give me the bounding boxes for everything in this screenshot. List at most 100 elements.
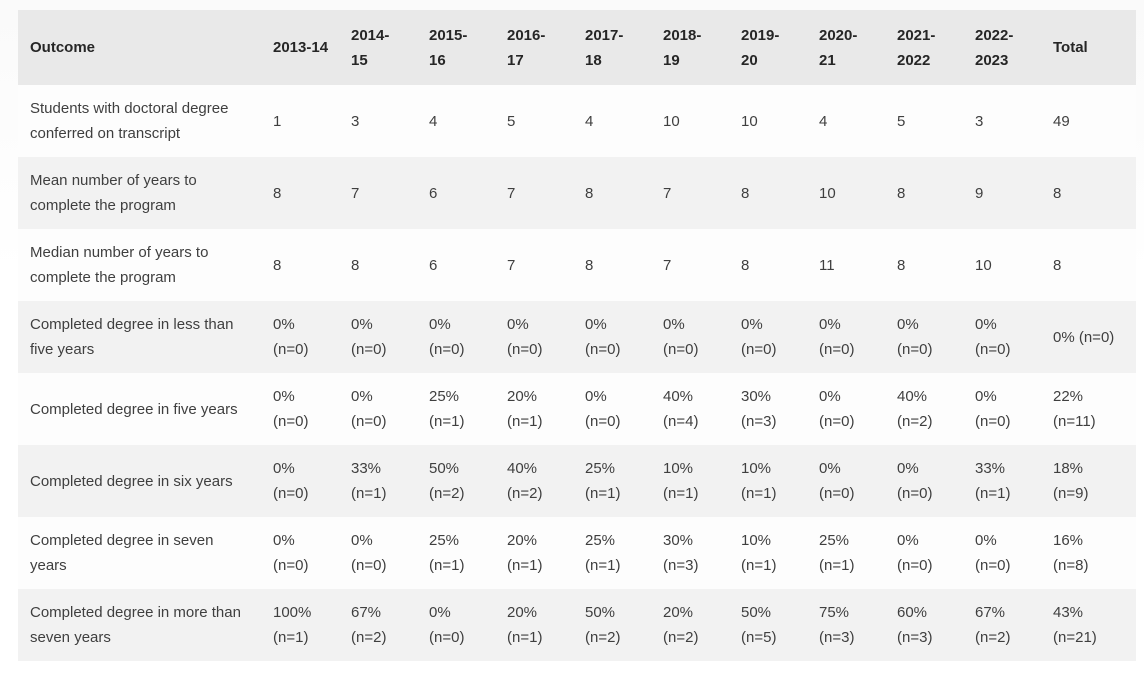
value-cell: 25% (n=1) bbox=[577, 445, 655, 517]
outcome-column-header: Outcome bbox=[18, 10, 265, 85]
value-cell: 0% (n=0) bbox=[343, 373, 421, 445]
header-row: Outcome 2013-14 2014- 15 2015- 16 2016- 17 20… bbox=[18, 10, 1136, 85]
total-value-cell: 16% (n=8) bbox=[1045, 517, 1136, 589]
total-value-cell: 22% (n=11) bbox=[1045, 373, 1136, 445]
table-row: Completed degree in less than five years… bbox=[18, 301, 1136, 373]
table-row: Students with doctoral degree conferred … bbox=[18, 85, 1136, 157]
value-cell: 30% (n=3) bbox=[655, 517, 733, 589]
value-cell: 10% (n=1) bbox=[655, 445, 733, 517]
table-body: Students with doctoral degree conferred … bbox=[18, 85, 1136, 661]
year-column-header: 2013-14 bbox=[265, 10, 343, 85]
value-cell: 50% (n=5) bbox=[733, 589, 811, 661]
value-cell: 8 bbox=[577, 229, 655, 301]
outcome-label-cell: Median number of years to complete the p… bbox=[18, 229, 265, 301]
value-cell: 9 bbox=[967, 157, 1045, 229]
value-cell: 0% (n=0) bbox=[577, 301, 655, 373]
value-cell: 33% (n=1) bbox=[967, 445, 1045, 517]
value-cell: 11 bbox=[811, 229, 889, 301]
value-cell: 8 bbox=[343, 229, 421, 301]
value-cell: 0% (n=0) bbox=[265, 445, 343, 517]
value-cell: 40% (n=2) bbox=[889, 373, 967, 445]
value-cell: 60% (n=3) bbox=[889, 589, 967, 661]
outcome-label-cell: Completed degree in seven years bbox=[18, 517, 265, 589]
value-cell: 5 bbox=[889, 85, 967, 157]
value-cell: 10 bbox=[733, 85, 811, 157]
value-cell: 20% (n=2) bbox=[655, 589, 733, 661]
value-cell: 4 bbox=[811, 85, 889, 157]
value-cell: 10% (n=1) bbox=[733, 445, 811, 517]
value-cell: 10% (n=1) bbox=[733, 517, 811, 589]
value-cell: 8 bbox=[733, 229, 811, 301]
value-cell: 7 bbox=[343, 157, 421, 229]
value-cell: 33% (n=1) bbox=[343, 445, 421, 517]
value-cell: 1 bbox=[265, 85, 343, 157]
value-cell: 20% (n=1) bbox=[499, 517, 577, 589]
value-cell: 0% (n=0) bbox=[889, 301, 967, 373]
value-cell: 0% (n=0) bbox=[655, 301, 733, 373]
value-cell: 10 bbox=[655, 85, 733, 157]
value-cell: 6 bbox=[421, 229, 499, 301]
value-cell: 0% (n=0) bbox=[811, 301, 889, 373]
value-cell: 8 bbox=[889, 229, 967, 301]
value-cell: 0% (n=0) bbox=[421, 301, 499, 373]
year-column-header: 2016- 17 bbox=[499, 10, 577, 85]
value-cell: 10 bbox=[967, 229, 1045, 301]
table-row: Median number of years to complete the p… bbox=[18, 229, 1136, 301]
total-value-cell: 18% (n=9) bbox=[1045, 445, 1136, 517]
value-cell: 0% (n=0) bbox=[967, 517, 1045, 589]
value-cell: 8 bbox=[265, 157, 343, 229]
value-cell: 25% (n=1) bbox=[811, 517, 889, 589]
program-outcomes-table: Outcome 2013-14 2014- 15 2015- 16 2016- 17 20… bbox=[18, 10, 1136, 661]
year-column-header: 2018- 19 bbox=[655, 10, 733, 85]
value-cell: 0% (n=0) bbox=[967, 373, 1045, 445]
total-value-cell: 8 bbox=[1045, 157, 1136, 229]
value-cell: 100% (n=1) bbox=[265, 589, 343, 661]
value-cell: 3 bbox=[967, 85, 1045, 157]
value-cell: 0% (n=0) bbox=[265, 301, 343, 373]
value-cell: 20% (n=1) bbox=[499, 589, 577, 661]
value-cell: 0% (n=0) bbox=[343, 301, 421, 373]
total-value-cell: 43% (n=21) bbox=[1045, 589, 1136, 661]
year-column-header: 2015- 16 bbox=[421, 10, 499, 85]
value-cell: 50% (n=2) bbox=[421, 445, 499, 517]
outcome-label-cell: Students with doctoral degree conferred … bbox=[18, 85, 265, 157]
value-cell: 8 bbox=[733, 157, 811, 229]
total-value-cell: 8 bbox=[1045, 229, 1136, 301]
value-cell: 0% (n=0) bbox=[421, 589, 499, 661]
outcome-label-cell: Completed degree in more than seven year… bbox=[18, 589, 265, 661]
value-cell: 40% (n=2) bbox=[499, 445, 577, 517]
value-cell: 8 bbox=[889, 157, 967, 229]
outcome-label-cell: Completed degree in less than five years bbox=[18, 301, 265, 373]
value-cell: 8 bbox=[577, 157, 655, 229]
year-column-header: 2019- 20 bbox=[733, 10, 811, 85]
value-cell: 25% (n=1) bbox=[421, 373, 499, 445]
table-row: Completed degree in seven years 0% (n=0) 0… bbox=[18, 517, 1136, 589]
year-column-header: 2017- 18 bbox=[577, 10, 655, 85]
value-cell: 30% (n=3) bbox=[733, 373, 811, 445]
value-cell: 25% (n=1) bbox=[421, 517, 499, 589]
value-cell: 4 bbox=[421, 85, 499, 157]
outcome-label-cell: Completed degree in six years bbox=[18, 445, 265, 517]
total-column-header: Total bbox=[1045, 10, 1136, 85]
value-cell: 0% (n=0) bbox=[967, 301, 1045, 373]
value-cell: 0% (n=0) bbox=[889, 517, 967, 589]
value-cell: 40% (n=4) bbox=[655, 373, 733, 445]
value-cell: 7 bbox=[655, 229, 733, 301]
year-column-header: 2021- 2022 bbox=[889, 10, 967, 85]
value-cell: 0% (n=0) bbox=[499, 301, 577, 373]
value-cell: 0% (n=0) bbox=[733, 301, 811, 373]
value-cell: 7 bbox=[655, 157, 733, 229]
total-value-cell: 49 bbox=[1045, 85, 1136, 157]
value-cell: 67% (n=2) bbox=[967, 589, 1045, 661]
value-cell: 0% (n=0) bbox=[889, 445, 967, 517]
year-column-header: 2020- 21 bbox=[811, 10, 889, 85]
value-cell: 20% (n=1) bbox=[499, 373, 577, 445]
value-cell: 67% (n=2) bbox=[343, 589, 421, 661]
table-row: Completed degree in more than seven year… bbox=[18, 589, 1136, 661]
value-cell: 5 bbox=[499, 85, 577, 157]
value-cell: 8 bbox=[265, 229, 343, 301]
table-row: Completed degree in six years 0% (n=0) 33%… bbox=[18, 445, 1136, 517]
value-cell: 10 bbox=[811, 157, 889, 229]
value-cell: 0% (n=0) bbox=[343, 517, 421, 589]
